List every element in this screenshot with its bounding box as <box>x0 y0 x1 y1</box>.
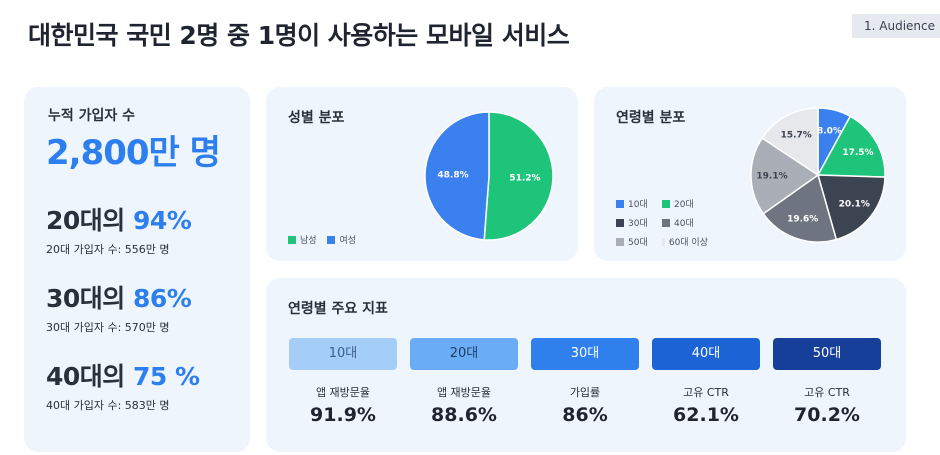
legend-item: 남성 <box>288 233 317 246</box>
legend-label: 40대 <box>674 219 694 229</box>
metric-value: 86% <box>562 404 608 426</box>
age-legend: 10대 20대 30대 40대 50대 60대 이상 <box>616 197 726 254</box>
legend-swatch <box>662 237 665 246</box>
legend-item: 30대 <box>616 216 662 229</box>
metric-20s: 20대 앱 재방문율 88.6% <box>410 338 518 426</box>
legend-label: 30대 <box>628 219 648 229</box>
tab-50s[interactable]: 50대 <box>773 338 881 370</box>
legend-label: 10대 <box>628 200 648 210</box>
pie-data-label: 51.2% <box>509 173 540 183</box>
tab-10s[interactable]: 10대 <box>289 338 397 370</box>
legend-swatch <box>616 237 624 246</box>
age-stat-head: 40대의 <box>46 362 133 391</box>
pie-data-label: 8.0% <box>817 126 842 136</box>
legend-label: 60대 이상 <box>668 238 708 248</box>
age-stat-40s: 40대의 75 % 40대 가입자 수: 583만 명 <box>46 357 200 413</box>
pie-slice <box>761 107 819 177</box>
legend-item: 60대 이상 <box>662 235 708 248</box>
pie-slice <box>483 111 554 241</box>
metric-value: 88.6% <box>431 404 497 426</box>
metric-label: 가입률 <box>569 386 601 399</box>
pie-data-label: 19.1% <box>756 172 787 182</box>
pie-slice <box>816 174 886 241</box>
legend-item: 40대 <box>662 216 708 229</box>
age-stat-head: 20대의 <box>46 206 133 235</box>
legend-item: 50대 <box>616 235 662 248</box>
tab-30s[interactable]: 30대 <box>531 338 639 370</box>
section-badge: 1. Audience <box>852 14 940 38</box>
pie-data-label: 19.6% <box>787 214 818 224</box>
total-subscribers-label: 누적 가입자 수 <box>48 108 136 124</box>
age-stat-head: 30대의 <box>46 284 133 313</box>
subscriber-summary-card: 누적 가입자 수 2,800만 명 20대의 94% 20대 가입자 수: 55… <box>24 87 250 452</box>
legend-swatch <box>616 218 624 227</box>
pie-data-label: 15.7% <box>781 130 812 140</box>
metrics-card-title: 연령별 주요 지표 <box>288 301 388 317</box>
metric-value: 91.9% <box>310 404 376 426</box>
legend-swatch <box>327 235 336 244</box>
age-stat-percent: 94% <box>133 206 192 235</box>
metric-label: 앱 재방문율 <box>315 386 371 399</box>
legend-item: 10대 <box>616 197 662 210</box>
tab-20s[interactable]: 20대 <box>410 338 518 370</box>
metric-30s: 30대 가입률 86% <box>531 338 639 426</box>
pie-slice <box>762 173 838 243</box>
age-stat-percent: 75 % <box>133 362 200 391</box>
legend-swatch <box>616 199 624 208</box>
legend-label: 20대 <box>674 200 694 210</box>
metric-label: 고유 CTR <box>683 386 729 399</box>
legend-swatch <box>288 235 296 244</box>
pie-slice <box>750 137 820 215</box>
metric-value: 62.1% <box>673 404 739 426</box>
gender-legend: 남성 여성 <box>288 233 364 247</box>
age-pie-chart: 8.0% 17.5% 20.1% 19.6% 19.1% 15.7% <box>750 107 886 243</box>
gender-pie-chart: 51.2% 48.8% <box>424 111 554 241</box>
age-stat-sub: 40대 가입자 수: 583만 명 <box>46 399 170 412</box>
pie-data-label: 17.5% <box>842 148 873 158</box>
metric-40s: 40대 고유 CTR 62.1% <box>652 338 760 426</box>
pie-data-label: 48.8% <box>437 171 468 181</box>
gender-card-title: 성별 분포 <box>288 110 345 126</box>
pie-data-label: 20.1% <box>839 199 870 209</box>
legend-swatch <box>662 199 670 208</box>
pie-slice <box>816 115 886 178</box>
gender-distribution-card: 성별 분포 남성 여성 51.2% 48.8% <box>266 87 578 261</box>
age-stat-percent: 86% <box>133 284 192 313</box>
page-title: 대한민국 국민 2명 중 1명이 사용하는 모바일 서비스 <box>28 21 570 50</box>
age-metrics-card: 연령별 주요 지표 10대 앱 재방문율 91.9% 20대 앱 재방문율 88… <box>266 278 906 452</box>
pie-slice <box>424 111 490 241</box>
metric-value: 70.2% <box>794 404 860 426</box>
age-stat-sub: 30대 가입자 수: 570만 명 <box>46 321 170 334</box>
age-stat-20s: 20대의 94% 20대 가입자 수: 556만 명 <box>46 201 192 257</box>
total-subscribers-value: 2,800만 명 <box>46 133 221 173</box>
age-stat-sub: 20대 가입자 수: 556만 명 <box>46 243 170 256</box>
legend-item: 여성 <box>327 233 356 246</box>
tab-40s[interactable]: 40대 <box>652 338 760 370</box>
metric-10s: 10대 앱 재방문율 91.9% <box>289 338 397 426</box>
legend-label: 남성 <box>300 236 317 246</box>
legend-swatch <box>662 218 670 227</box>
legend-label: 50대 <box>628 238 648 248</box>
age-card-title: 연령별 분포 <box>616 110 686 126</box>
metric-label: 앱 재방문율 <box>436 386 492 399</box>
legend-item: 20대 <box>662 197 708 210</box>
metric-50s: 50대 고유 CTR 70.2% <box>773 338 881 426</box>
age-stat-30s: 30대의 86% 30대 가입자 수: 570만 명 <box>46 279 192 335</box>
metric-label: 고유 CTR <box>804 386 850 399</box>
legend-label: 여성 <box>339 236 356 246</box>
age-distribution-card: 연령별 분포 10대 20대 30대 40대 50대 60대 이상 8.0% 17… <box>594 87 906 261</box>
